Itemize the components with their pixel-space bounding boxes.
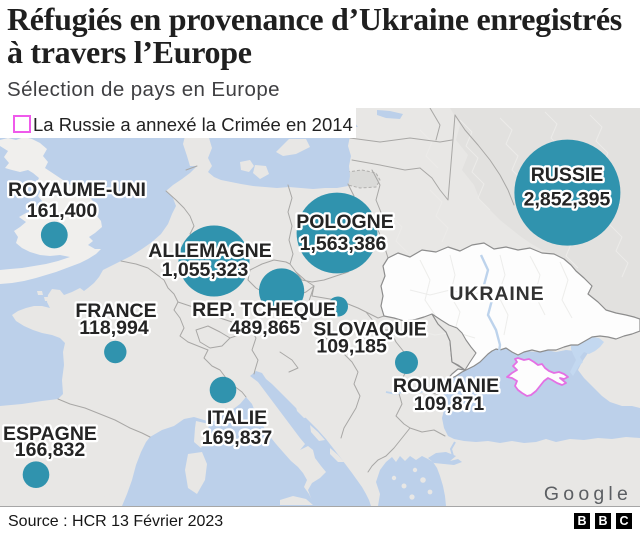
svg-text:ROUMANIE: ROUMANIE: [393, 375, 499, 397]
svg-text:1,055,323: 1,055,323: [162, 259, 249, 281]
svg-text:2,852,395: 2,852,395: [524, 189, 611, 211]
svg-text:109,871: 109,871: [414, 393, 485, 415]
svg-text:UKRAINE: UKRAINE: [449, 283, 544, 305]
svg-text:RUSSIE: RUSSIE: [531, 164, 604, 186]
svg-text:109,185: 109,185: [316, 335, 387, 357]
svg-text:ROYAUME-UNI: ROYAUME-UNI: [8, 179, 146, 201]
svg-text:ESPAGNE: ESPAGNE: [3, 423, 97, 445]
svg-text:489,865: 489,865: [230, 317, 301, 339]
svg-text:POLOGNE: POLOGNE: [296, 211, 394, 233]
svg-text:FRANCE: FRANCE: [75, 300, 156, 322]
svg-text:118,994: 118,994: [79, 317, 149, 339]
svg-text:REP. TCHEQUE: REP. TCHEQUE: [192, 299, 336, 321]
svg-text:161,400: 161,400: [27, 200, 98, 222]
svg-text:1,563,386: 1,563,386: [300, 233, 387, 255]
svg-text:Google: Google: [544, 483, 632, 505]
svg-text:166,832: 166,832: [15, 439, 86, 461]
svg-text:169,837: 169,837: [202, 427, 273, 449]
svg-text:ALLEMAGNE: ALLEMAGNE: [148, 240, 272, 262]
svg-text:SLOVAQUIE: SLOVAQUIE: [313, 318, 426, 340]
svg-text:ITALIE: ITALIE: [207, 407, 267, 429]
